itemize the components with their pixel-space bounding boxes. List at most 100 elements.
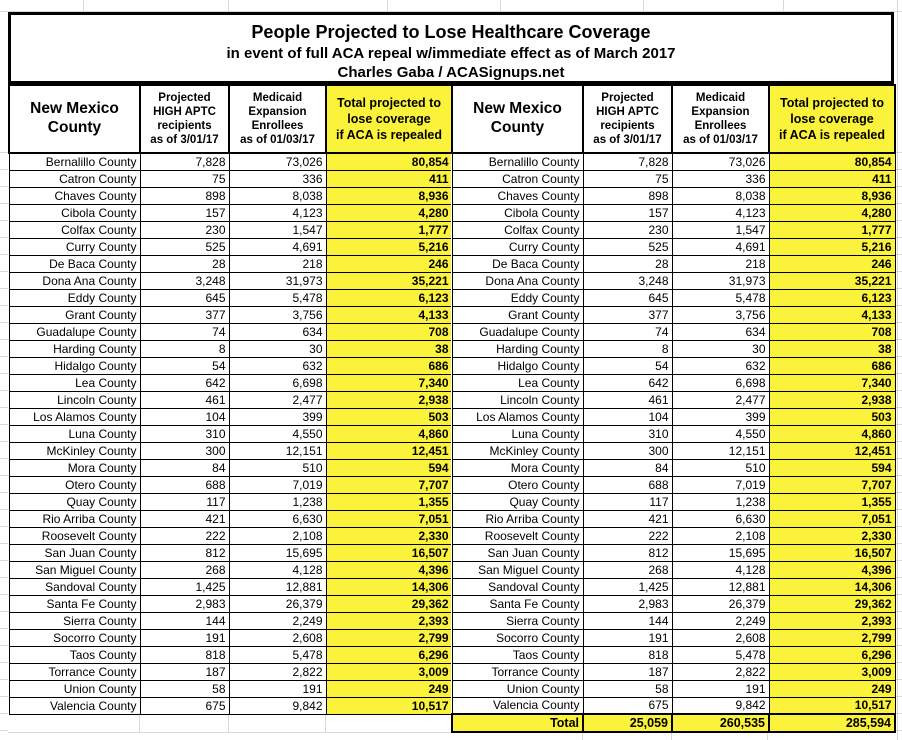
total-cell[interactable]: 4,860 (325, 424, 453, 443)
county-cell[interactable]: McKinley County (8, 441, 141, 460)
medicaid-cell[interactable]: 73,026 (228, 152, 327, 171)
aptc-cell[interactable]: 812 (139, 543, 230, 562)
total-cell[interactable]: 12,451 (768, 441, 896, 460)
county-cell[interactable]: Harding County (451, 339, 584, 358)
county-cell[interactable]: Chaves County (451, 186, 584, 205)
county-cell[interactable]: Torrance County (8, 662, 141, 681)
medicaid-cell[interactable]: 6,630 (671, 509, 770, 528)
medicaid-cell[interactable]: 218 (671, 254, 770, 273)
medicaid-cell[interactable]: 7,019 (228, 475, 327, 494)
total-cell[interactable]: 4,133 (768, 305, 896, 324)
aptc-cell[interactable]: 104 (139, 407, 230, 426)
total-cell[interactable]: 1,777 (325, 220, 453, 239)
aptc-cell[interactable]: 54 (139, 356, 230, 375)
total-cell[interactable]: 6,123 (325, 288, 453, 307)
medicaid-cell[interactable]: 5,478 (671, 645, 770, 664)
aptc-cell[interactable]: 230 (582, 220, 673, 239)
county-cell[interactable]: Hidalgo County (8, 356, 141, 375)
medicaid-cell[interactable]: 4,128 (671, 560, 770, 579)
medicaid-cell[interactable]: 218 (228, 254, 327, 273)
county-cell[interactable]: Union County (451, 679, 584, 698)
county-cell[interactable]: De Baca County (451, 254, 584, 273)
county-column-header[interactable]: New Mexico County (8, 84, 141, 154)
aptc-cell[interactable]: 421 (139, 509, 230, 528)
aptc-cell[interactable]: 3,248 (582, 271, 673, 290)
total-cell[interactable]: 80,854 (768, 152, 896, 171)
medicaid-cell[interactable]: 5,478 (228, 645, 327, 664)
total-cell[interactable]: 686 (325, 356, 453, 375)
medicaid-cell[interactable]: 4,128 (228, 560, 327, 579)
aptc-cell[interactable]: 58 (139, 679, 230, 698)
aptc-cell[interactable]: 818 (139, 645, 230, 664)
aptc-cell[interactable]: 688 (582, 475, 673, 494)
medicaid-cell[interactable]: 191 (671, 679, 770, 698)
medicaid-cell[interactable]: 9,842 (671, 696, 770, 715)
total-cell[interactable]: 708 (325, 322, 453, 341)
county-cell[interactable]: Dona Ana County (451, 271, 584, 290)
county-cell[interactable]: Otero County (451, 475, 584, 494)
total-cell[interactable]: 2,330 (768, 526, 896, 545)
county-cell[interactable]: Guadalupe County (8, 322, 141, 341)
aptc-cell[interactable]: 645 (582, 288, 673, 307)
total-cell[interactable]: 411 (768, 169, 896, 188)
aptc-cell[interactable]: 525 (139, 237, 230, 256)
county-cell[interactable]: Dona Ana County (8, 271, 141, 290)
medicaid-cell[interactable]: 632 (228, 356, 327, 375)
total-cell[interactable]: 10,517 (768, 696, 896, 715)
county-cell[interactable]: San Miguel County (451, 560, 584, 579)
aptc-cell[interactable]: 144 (582, 611, 673, 630)
county-cell[interactable]: Curry County (8, 237, 141, 256)
total-cell[interactable]: 29,362 (768, 594, 896, 613)
medicaid-cell[interactable]: 12,151 (228, 441, 327, 460)
county-cell[interactable]: Guadalupe County (451, 322, 584, 341)
total-cell[interactable]: 35,221 (325, 271, 453, 290)
county-cell[interactable]: Quay County (451, 492, 584, 511)
aptc-cell[interactable]: 525 (582, 237, 673, 256)
medicaid-cell[interactable]: 399 (228, 407, 327, 426)
aptc-cell[interactable]: 2,983 (582, 594, 673, 613)
county-cell[interactable]: Quay County (8, 492, 141, 511)
total-cell[interactable]: 411 (325, 169, 453, 188)
total-cell[interactable]: 10,517 (325, 696, 453, 715)
aptc-cell[interactable]: 8 (582, 339, 673, 358)
total-cell[interactable]: 80,854 (325, 152, 453, 171)
aptc-cell[interactable]: 688 (139, 475, 230, 494)
aptc-cell[interactable]: 74 (582, 322, 673, 341)
aptc-cell[interactable]: 1,425 (139, 577, 230, 596)
county-cell[interactable]: Luna County (451, 424, 584, 443)
medicaid-cell[interactable]: 73,026 (671, 152, 770, 171)
county-cell[interactable]: Grant County (8, 305, 141, 324)
medicaid-cell[interactable]: 6,698 (671, 373, 770, 392)
total-cell[interactable]: 16,507 (768, 543, 896, 562)
total-cell[interactable]: 29,362 (325, 594, 453, 613)
medicaid-cell[interactable]: 4,691 (228, 237, 327, 256)
county-cell[interactable]: San Juan County (451, 543, 584, 562)
medicaid-cell[interactable]: 12,881 (671, 577, 770, 596)
medicaid-cell[interactable]: 12,151 (671, 441, 770, 460)
medicaid-cell[interactable]: 2,249 (228, 611, 327, 630)
aptc-cell[interactable]: 2,983 (139, 594, 230, 613)
total-cell[interactable]: 4,280 (325, 203, 453, 222)
medicaid-column-header[interactable]: Medicaid Expansion Enrollees as of 01/03… (671, 84, 770, 154)
total-cell[interactable]: 2,393 (768, 611, 896, 630)
total-cell[interactable]: 8,936 (325, 186, 453, 205)
total-cell[interactable]: 3,009 (768, 662, 896, 681)
medicaid-cell[interactable]: 30 (228, 339, 327, 358)
aptc-cell[interactable]: 377 (582, 305, 673, 324)
aptc-cell[interactable]: 28 (582, 254, 673, 273)
medicaid-cell[interactable]: 5,478 (671, 288, 770, 307)
county-cell[interactable]: San Juan County (8, 543, 141, 562)
county-cell[interactable]: Roosevelt County (8, 526, 141, 545)
medicaid-cell[interactable]: 2,108 (671, 526, 770, 545)
aptc-cell[interactable]: 675 (139, 696, 230, 715)
aptc-cell[interactable]: 461 (139, 390, 230, 409)
medicaid-cell[interactable]: 6,698 (228, 373, 327, 392)
aptc-cell[interactable]: 117 (139, 492, 230, 511)
total-cell[interactable]: 14,306 (325, 577, 453, 596)
total-cell[interactable]: 2,799 (325, 628, 453, 647)
county-cell[interactable]: Taos County (451, 645, 584, 664)
medicaid-cell[interactable]: 8,038 (228, 186, 327, 205)
medicaid-cell[interactable]: 8,038 (671, 186, 770, 205)
aptc-cell[interactable]: 74 (139, 322, 230, 341)
total-cell[interactable]: 14,306 (768, 577, 896, 596)
